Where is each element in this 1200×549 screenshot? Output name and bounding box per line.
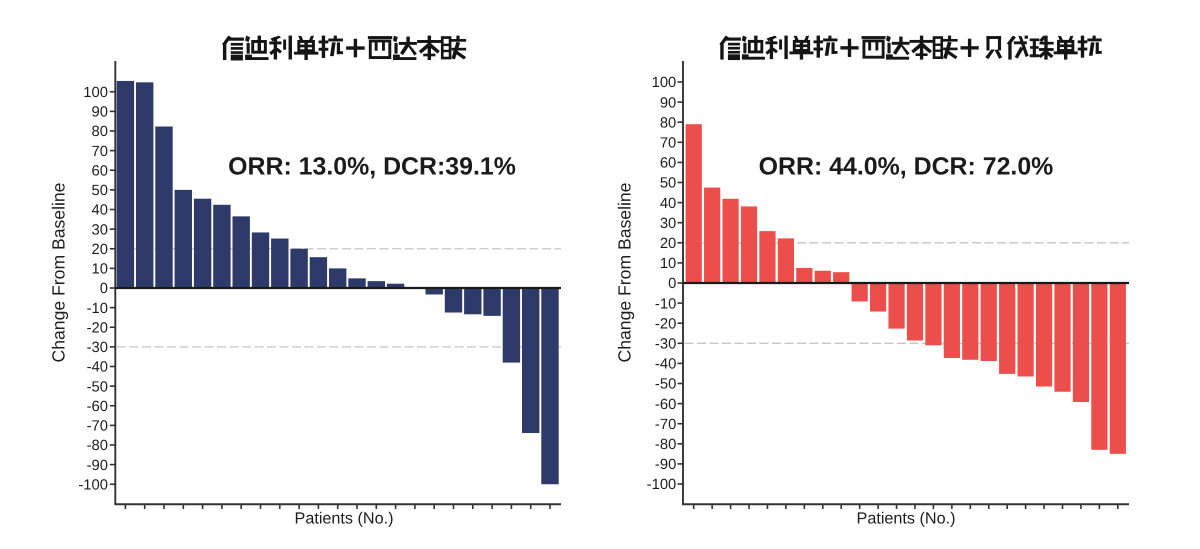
svg-text:70: 70 — [92, 144, 108, 160]
svg-text:80: 80 — [92, 124, 108, 140]
svg-text:-40: -40 — [655, 357, 676, 373]
svg-text:90: 90 — [660, 95, 676, 111]
svg-text:-70: -70 — [87, 419, 108, 435]
svg-text:Patients (No.): Patients (No.) — [295, 510, 394, 528]
svg-text:ORR: 44.0%, DCR: 72.0%: ORR: 44.0%, DCR: 72.0% — [759, 152, 1054, 180]
svg-text:-50: -50 — [655, 377, 676, 393]
svg-text:40: 40 — [92, 203, 108, 219]
svg-text:50: 50 — [660, 176, 676, 192]
svg-text:-50: -50 — [87, 379, 108, 395]
svg-text:20: 20 — [660, 236, 676, 252]
svg-text:90: 90 — [92, 105, 108, 121]
svg-text:-10: -10 — [87, 301, 108, 317]
svg-text:-100: -100 — [647, 477, 677, 493]
svg-text:-80: -80 — [655, 437, 676, 453]
svg-text:10: 10 — [92, 262, 108, 278]
svg-text:-70: -70 — [655, 417, 676, 433]
svg-text:ORR: 13.0%, DCR:39.1%: ORR: 13.0%, DCR:39.1% — [228, 152, 516, 180]
svg-text:-90: -90 — [655, 457, 676, 473]
svg-text:100: 100 — [652, 75, 677, 91]
svg-text:-80: -80 — [87, 438, 108, 454]
svg-text:30: 30 — [660, 216, 676, 232]
svg-text:10: 10 — [660, 256, 676, 272]
svg-text:0: 0 — [668, 276, 676, 292]
svg-text:100: 100 — [83, 85, 108, 101]
svg-text:-10: -10 — [655, 296, 676, 312]
svg-text:20: 20 — [92, 242, 108, 258]
svg-text:-20: -20 — [87, 320, 108, 336]
svg-text:-100: -100 — [78, 477, 108, 493]
svg-text:70: 70 — [660, 136, 676, 152]
svg-text:-40: -40 — [87, 360, 108, 376]
svg-text:Patients (No.): Patients (No.) — [857, 510, 956, 528]
svg-text:Change From Baseline: Change From Baseline — [49, 183, 69, 363]
svg-text:80: 80 — [660, 115, 676, 131]
svg-text:60: 60 — [660, 156, 676, 172]
svg-text:30: 30 — [92, 222, 108, 238]
svg-text:60: 60 — [92, 163, 108, 179]
svg-text:-60: -60 — [655, 397, 676, 413]
svg-text:-30: -30 — [87, 340, 108, 356]
svg-text:50: 50 — [92, 183, 108, 199]
svg-text:-20: -20 — [655, 316, 676, 332]
svg-text:40: 40 — [660, 196, 676, 212]
svg-text:-60: -60 — [87, 399, 108, 415]
svg-text:-30: -30 — [655, 337, 676, 353]
svg-text:-90: -90 — [87, 458, 108, 474]
svg-text:Change From Baseline: Change From Baseline — [615, 183, 635, 363]
svg-text:0: 0 — [100, 281, 108, 297]
